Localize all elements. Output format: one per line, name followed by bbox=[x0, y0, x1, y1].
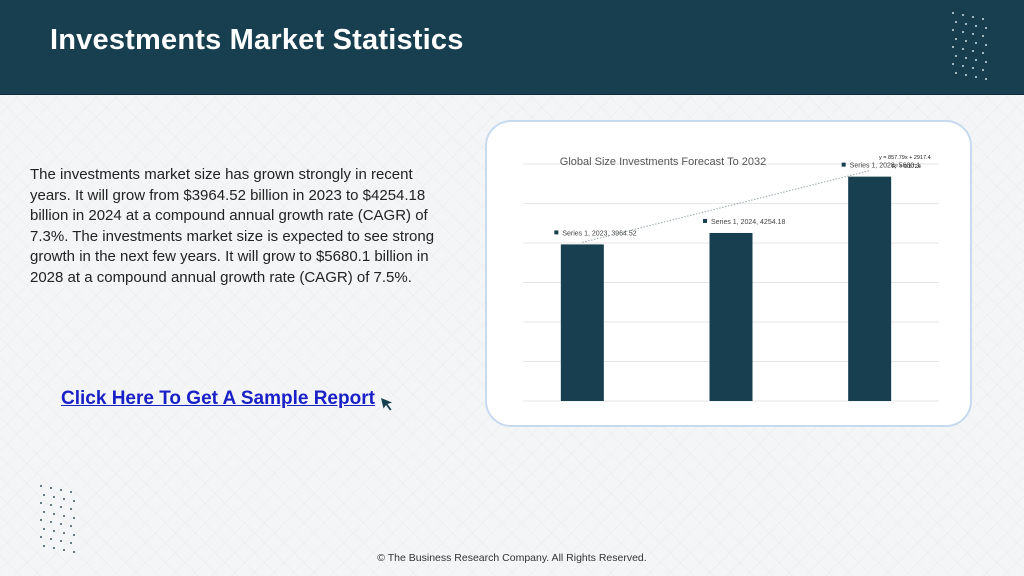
bar-chart: Global Size Investments Forecast To 2032… bbox=[523, 155, 939, 402]
dot bbox=[63, 548, 65, 551]
dot bbox=[63, 514, 65, 517]
data-label-marker bbox=[554, 230, 559, 235]
dot bbox=[53, 546, 55, 549]
dot bbox=[972, 67, 974, 69]
dot bbox=[975, 41, 977, 44]
dot bbox=[60, 540, 62, 542]
dot bbox=[40, 502, 42, 504]
data-label-2024: Series 1, 2024, 4254.18 bbox=[711, 219, 785, 226]
dot bbox=[955, 54, 957, 57]
dot bbox=[53, 512, 55, 515]
dot bbox=[50, 487, 52, 489]
header-dot-grid-icon bbox=[952, 12, 996, 82]
dot bbox=[60, 489, 62, 491]
dot bbox=[985, 60, 987, 63]
copyright-footer: © The Business Research Company. All Rig… bbox=[377, 552, 647, 564]
dot bbox=[975, 24, 977, 27]
dot bbox=[50, 504, 52, 506]
dot bbox=[40, 519, 42, 521]
dot bbox=[982, 69, 984, 71]
dot bbox=[972, 50, 974, 52]
trendline-equation: y = 857.79x + 2917.4 bbox=[879, 155, 931, 161]
chart-bar-2024 bbox=[709, 232, 753, 401]
dot bbox=[975, 58, 977, 61]
dot bbox=[952, 29, 954, 31]
dot bbox=[43, 510, 45, 513]
chart-bar-2023 bbox=[560, 244, 604, 401]
chart-bar-2028 bbox=[848, 176, 892, 401]
dot bbox=[53, 529, 55, 532]
dot bbox=[972, 33, 974, 35]
dot bbox=[73, 533, 75, 536]
dot bbox=[962, 65, 964, 67]
dot bbox=[985, 43, 987, 46]
trendline-r-squared: R² = 0.8724 bbox=[892, 164, 921, 170]
data-label-2028: Series 1, 2028, 5680.1 bbox=[850, 163, 921, 170]
dot bbox=[955, 37, 957, 40]
dot bbox=[40, 536, 42, 538]
dot bbox=[73, 499, 75, 502]
dot bbox=[73, 516, 75, 519]
dot bbox=[60, 506, 62, 508]
header-bar: Investments Market Statistics bbox=[0, 0, 1024, 95]
dot bbox=[50, 521, 52, 523]
cursor-arrow-icon bbox=[381, 398, 392, 411]
dot bbox=[70, 525, 72, 527]
sample-report-link[interactable]: Click Here To Get A Sample Report bbox=[61, 388, 375, 409]
dot bbox=[955, 20, 957, 23]
description-paragraph: The investments market size has grown st… bbox=[30, 166, 435, 286]
data-label-marker bbox=[841, 162, 846, 167]
footer-dot-grid-icon bbox=[40, 485, 84, 555]
dot bbox=[965, 22, 967, 25]
dot bbox=[40, 485, 42, 487]
trendline bbox=[582, 170, 870, 243]
dot bbox=[50, 538, 52, 540]
dot bbox=[73, 550, 75, 553]
dot bbox=[972, 16, 974, 18]
dot bbox=[982, 18, 984, 20]
dot bbox=[985, 77, 987, 80]
data-label-marker bbox=[703, 218, 707, 223]
dot bbox=[70, 491, 72, 493]
dot bbox=[70, 542, 72, 544]
page-title: Investments Market Statistics bbox=[50, 24, 464, 56]
dot bbox=[982, 52, 984, 54]
dot bbox=[43, 527, 45, 530]
dot bbox=[53, 495, 55, 498]
dot bbox=[63, 531, 65, 534]
dot bbox=[63, 497, 65, 500]
dot bbox=[965, 56, 967, 59]
dot bbox=[43, 493, 45, 496]
dot bbox=[985, 26, 987, 29]
dot bbox=[982, 35, 984, 37]
dot bbox=[975, 75, 977, 78]
dot bbox=[962, 31, 964, 33]
dot bbox=[43, 544, 45, 547]
dot bbox=[70, 508, 72, 510]
dot bbox=[965, 39, 967, 42]
chart-title: Global Size Investments Forecast To 2032 bbox=[560, 156, 766, 168]
data-label-2023: Series 1, 2023, 3964.52 bbox=[562, 230, 636, 237]
dot bbox=[952, 46, 954, 48]
dot bbox=[952, 12, 954, 14]
dot bbox=[952, 63, 954, 65]
chart-card: Global Size Investments Forecast To 2032… bbox=[485, 120, 972, 427]
dot bbox=[962, 48, 964, 50]
dot bbox=[962, 14, 964, 16]
dot bbox=[60, 523, 62, 525]
dot bbox=[955, 71, 957, 74]
dot bbox=[965, 73, 967, 76]
